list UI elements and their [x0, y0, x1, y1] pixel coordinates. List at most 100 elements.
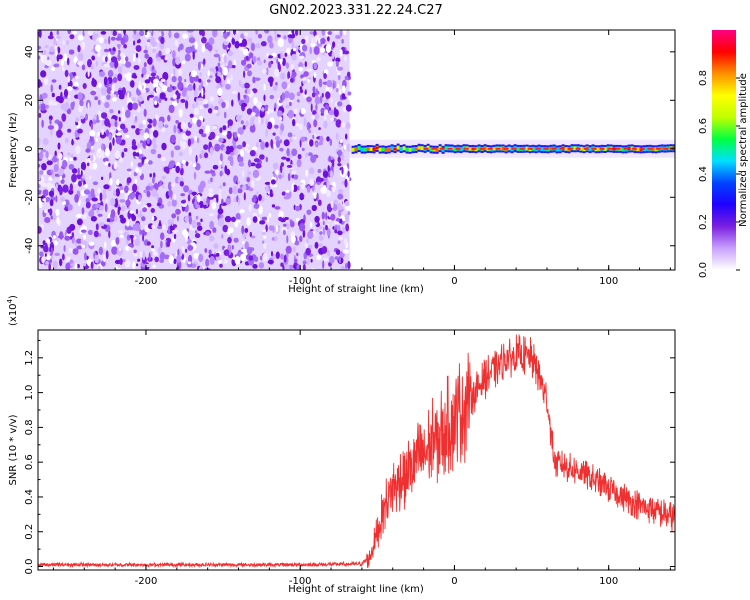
signal-band-core — [645, 146, 649, 151]
noise-speckle — [71, 236, 75, 244]
spectrogram-y-tick-label: 0 — [24, 146, 35, 152]
noise-speckle — [230, 216, 236, 222]
noise-speckle — [309, 139, 314, 147]
noise-speckle — [111, 97, 117, 102]
noise-speckle — [179, 181, 184, 187]
noise-speckle — [194, 233, 201, 239]
noise-speckle — [67, 152, 71, 157]
noise-speckle — [192, 51, 195, 60]
noise-speckle — [118, 94, 125, 100]
noise-speckle — [95, 60, 99, 67]
noise-speckle — [265, 118, 268, 127]
noise-speckle — [269, 94, 275, 100]
noise-speckle — [327, 31, 333, 35]
noise-speckle — [167, 181, 172, 191]
noise-speckle — [204, 170, 211, 174]
noise-speckle — [214, 105, 219, 111]
noise-speckle — [41, 119, 44, 128]
noise-speckle — [319, 95, 323, 104]
noise-speckle — [167, 226, 170, 235]
noise-speckle — [228, 60, 233, 69]
noise-speckle — [55, 183, 58, 190]
signal-band-core — [381, 147, 385, 152]
noise-speckle — [44, 217, 51, 223]
noise-speckle — [69, 34, 75, 40]
signal-peak-dot — [354, 147, 359, 151]
noise-speckle — [270, 139, 274, 148]
noise-speckle — [291, 41, 295, 49]
noise-speckle — [151, 40, 158, 48]
noise-speckle — [271, 254, 278, 260]
noise-speckle — [45, 197, 50, 203]
noise-speckle — [132, 261, 136, 270]
noise-speckle — [274, 33, 278, 42]
noise-speckle — [133, 75, 138, 79]
noise-speckle — [322, 220, 325, 226]
noise-speckle — [240, 120, 244, 125]
signal-band-core — [444, 146, 448, 151]
noise-speckle — [58, 96, 64, 104]
noise-speckle — [166, 86, 173, 93]
noise-speckle — [179, 167, 184, 176]
noise-speckle — [118, 230, 124, 234]
noise-speckle — [143, 62, 147, 68]
noise-speckle — [279, 147, 284, 152]
noise-speckle — [73, 156, 77, 161]
noise-speckle — [158, 82, 164, 88]
noise-speckle — [187, 138, 192, 147]
noise-speckle — [94, 203, 101, 209]
noise-speckle — [67, 204, 73, 211]
noise-speckle — [131, 192, 136, 197]
noise-speckle — [259, 255, 263, 261]
noise-speckle — [321, 246, 328, 254]
noise-speckle — [154, 100, 158, 105]
noise-speckle — [97, 82, 102, 88]
snr-y-axis-label: SNR (10 * v/v) — [8, 414, 19, 485]
snr-x-tick-label: -200 — [135, 576, 158, 587]
signal-band-core — [411, 147, 415, 152]
noise-speckle — [252, 146, 258, 151]
noise-speckle — [67, 75, 70, 83]
noise-speckle — [221, 101, 226, 109]
noise-speckle — [339, 30, 343, 37]
noise-speckle — [91, 197, 98, 202]
noise-speckle — [174, 32, 180, 39]
noise-speckle — [236, 114, 243, 119]
noise-speckle — [278, 210, 284, 219]
noise-speckle — [279, 139, 282, 144]
noise-speckle — [324, 109, 329, 116]
signal-band-core — [405, 147, 409, 152]
noise-speckle — [271, 250, 273, 257]
noise-speckle — [212, 164, 219, 170]
noise-speckle — [195, 204, 201, 209]
noise-speckle — [131, 125, 136, 129]
noise-speckle — [341, 226, 346, 234]
noise-speckle — [345, 122, 351, 130]
noise-speckle — [206, 79, 211, 83]
signal-band-core — [531, 146, 535, 151]
noise-speckle — [53, 37, 57, 47]
noise-speckle — [322, 170, 329, 178]
signal-peak-dot — [372, 147, 377, 151]
noise-speckle — [125, 109, 131, 118]
noise-speckle — [94, 44, 102, 52]
noise-speckle — [318, 235, 324, 241]
noise-speckle — [91, 79, 97, 87]
noise-speckle — [143, 108, 147, 117]
noise-speckle — [148, 252, 151, 261]
noise-speckle — [337, 101, 343, 107]
noise-speckle — [185, 161, 189, 167]
noise-speckle — [298, 55, 305, 60]
noise-speckle — [321, 30, 326, 36]
noise-speckle — [263, 94, 266, 102]
noise-speckle — [257, 60, 263, 66]
noise-speckle — [326, 228, 331, 237]
noise-speckle — [81, 64, 86, 71]
noise-speckle — [54, 252, 61, 256]
noise-speckle — [71, 168, 78, 174]
noise-speckle — [136, 186, 139, 191]
noise-speckle — [260, 117, 264, 125]
noise-speckle — [259, 113, 265, 118]
noise-speckle — [237, 188, 243, 194]
noise-speckle — [339, 218, 343, 224]
